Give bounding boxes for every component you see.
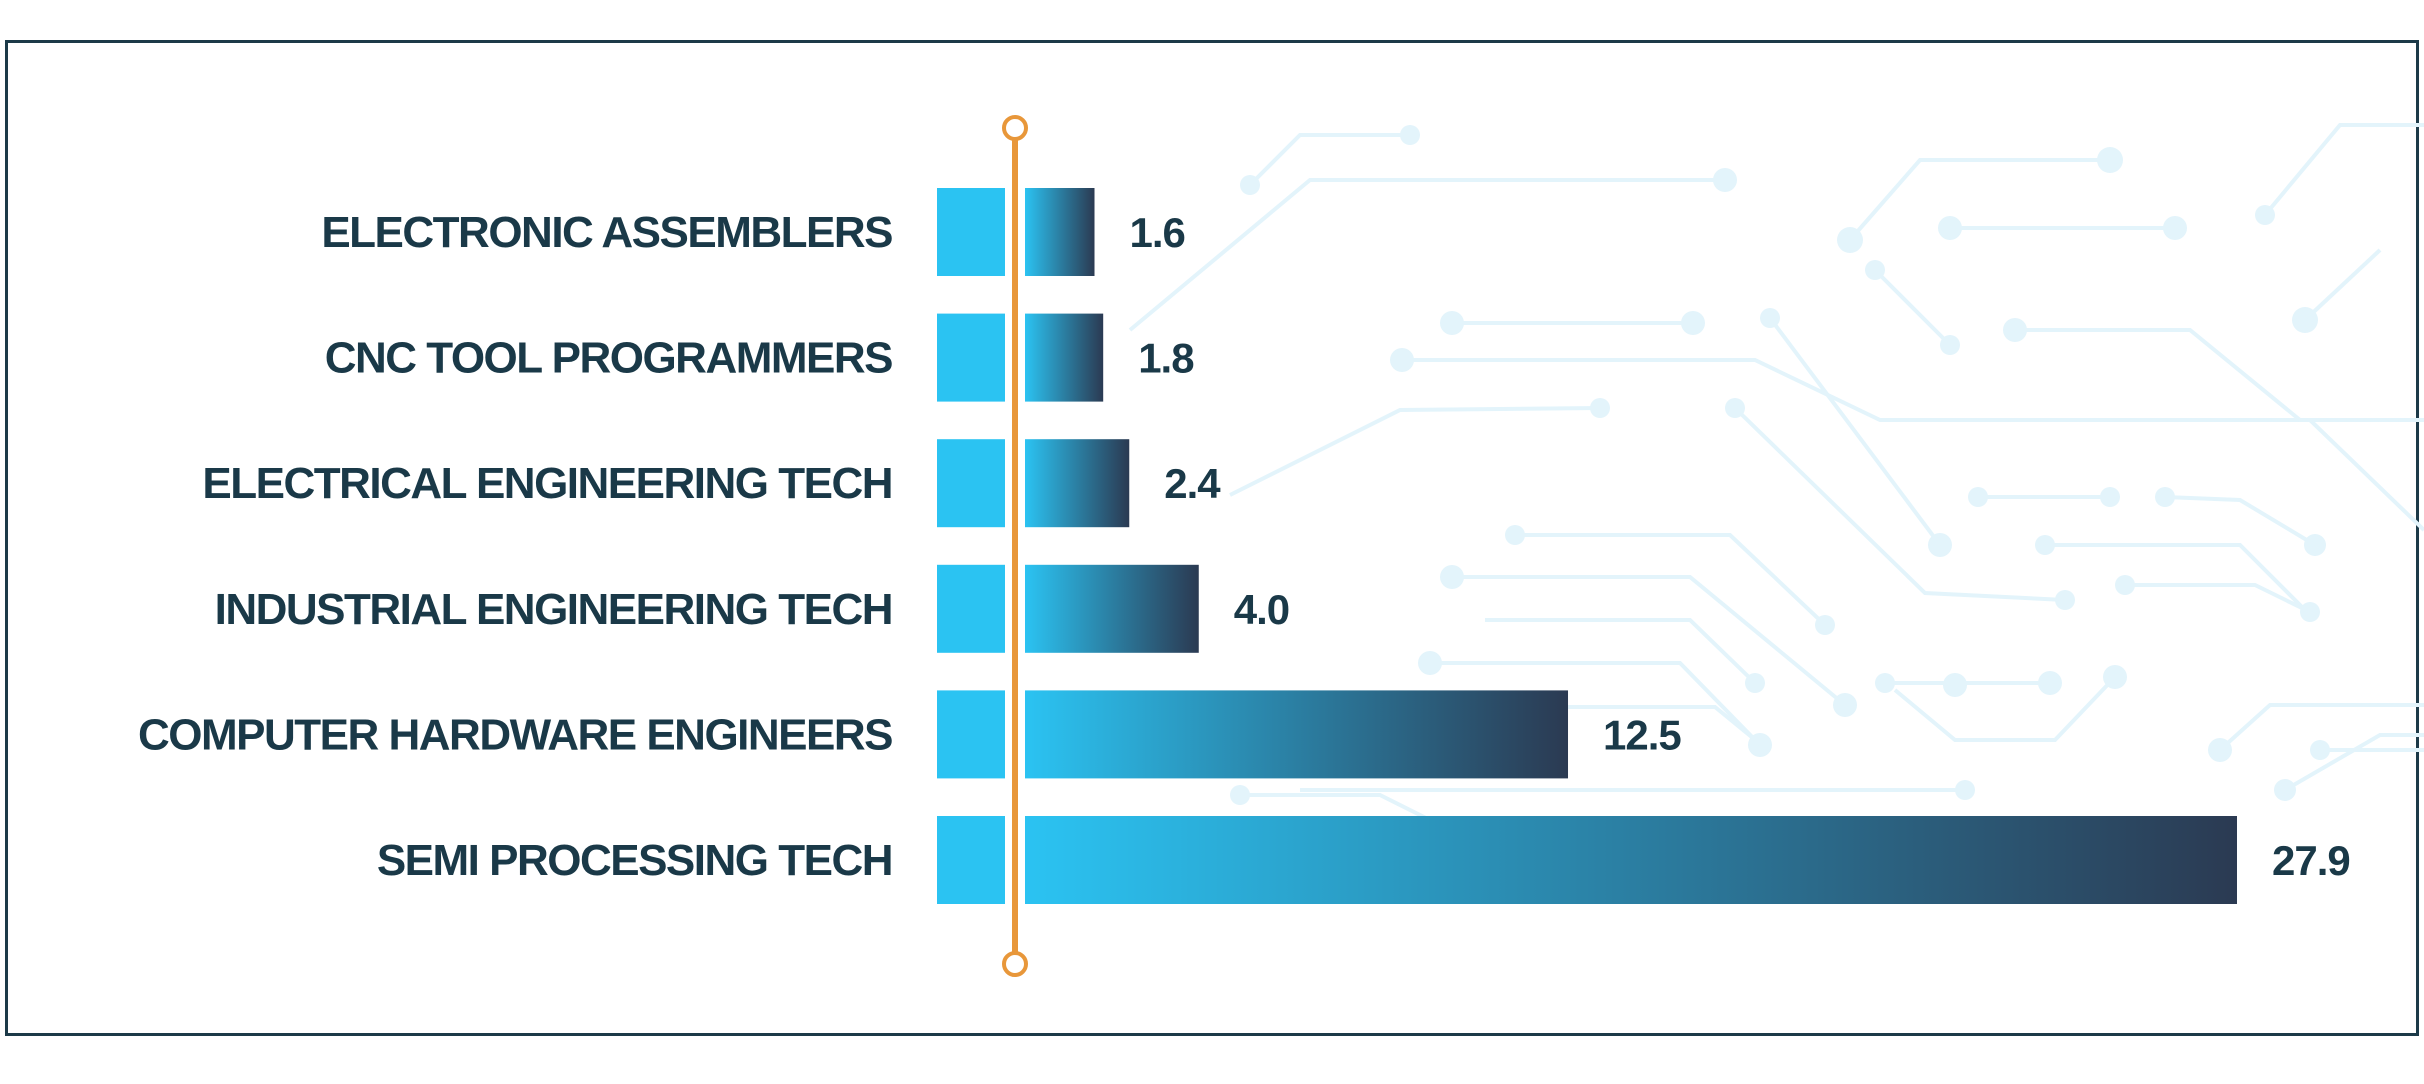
- value-label: 1.6: [1130, 209, 1185, 256]
- bar: [1025, 816, 2237, 904]
- bar-stub: [937, 564, 1005, 653]
- value-label: 2.4: [1164, 460, 1221, 507]
- bar: [1025, 439, 1130, 528]
- category-label: COMPUTER HARDWARE ENGINEERS: [138, 710, 892, 759]
- circuit-background: [1128, 123, 2424, 822]
- bar: [1025, 313, 1104, 402]
- value-label: 27.9: [2272, 837, 2350, 884]
- bar: [1025, 690, 1569, 779]
- value-label: 1.8: [1138, 335, 1194, 382]
- axis-marker: [1002, 115, 1028, 977]
- bar-stub: [937, 188, 1005, 276]
- category-label: ELECTRONIC ASSEMBLERS: [321, 208, 892, 257]
- category-label: SEMI PROCESSING TECH: [377, 836, 892, 885]
- bar-stub: [937, 690, 1005, 779]
- bar: [1025, 188, 1095, 276]
- bar-stub: [937, 816, 1005, 904]
- bar: [1025, 564, 1199, 653]
- category-label: CNC TOOL PROGRAMMERS: [325, 334, 892, 383]
- bar-stub: [937, 313, 1005, 402]
- bars-group: ELECTRONIC ASSEMBLERS 1.6 CNC TOOL PROGRAM…: [138, 188, 2351, 904]
- category-label: ELECTRICAL ENGINEERING TECH: [202, 459, 892, 508]
- value-label: 12.5: [1603, 711, 1681, 758]
- bar-stub: [937, 439, 1005, 528]
- category-label: INDUSTRIAL ENGINEERING TECH: [215, 585, 892, 634]
- value-label: 4.0: [1234, 586, 1289, 633]
